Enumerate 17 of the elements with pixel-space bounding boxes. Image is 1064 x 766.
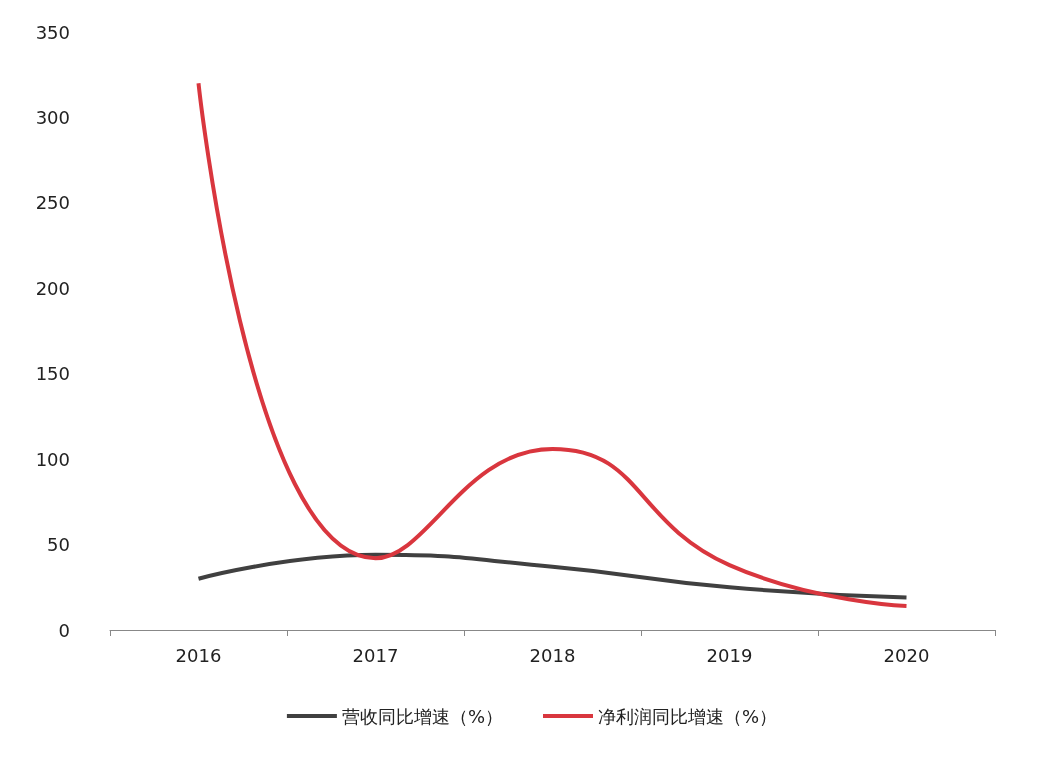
x-tick-label: 2017 xyxy=(352,644,399,666)
legend-label: 营收同比增速（%） xyxy=(341,705,504,727)
y-tick-label: 50 xyxy=(47,534,70,556)
x-tick-label: 2016 xyxy=(175,644,222,666)
x-tick-label: 2018 xyxy=(529,644,576,666)
y-tick-label: 350 xyxy=(35,21,70,43)
line-series xyxy=(196,81,909,609)
y-tick-label: 200 xyxy=(35,277,70,299)
y-tick-label: 300 xyxy=(35,106,70,128)
y-tick-label: 250 xyxy=(35,192,70,214)
legend-label: 净利润同比增速（%） xyxy=(598,705,778,727)
line-series xyxy=(196,552,909,600)
y-tick-label: 150 xyxy=(35,363,70,385)
x-tick-label: 2019 xyxy=(706,644,753,666)
y-tick-label: 0 xyxy=(58,619,70,641)
x-tick-label: 2020 xyxy=(883,644,930,666)
y-tick-label: 100 xyxy=(35,448,70,470)
